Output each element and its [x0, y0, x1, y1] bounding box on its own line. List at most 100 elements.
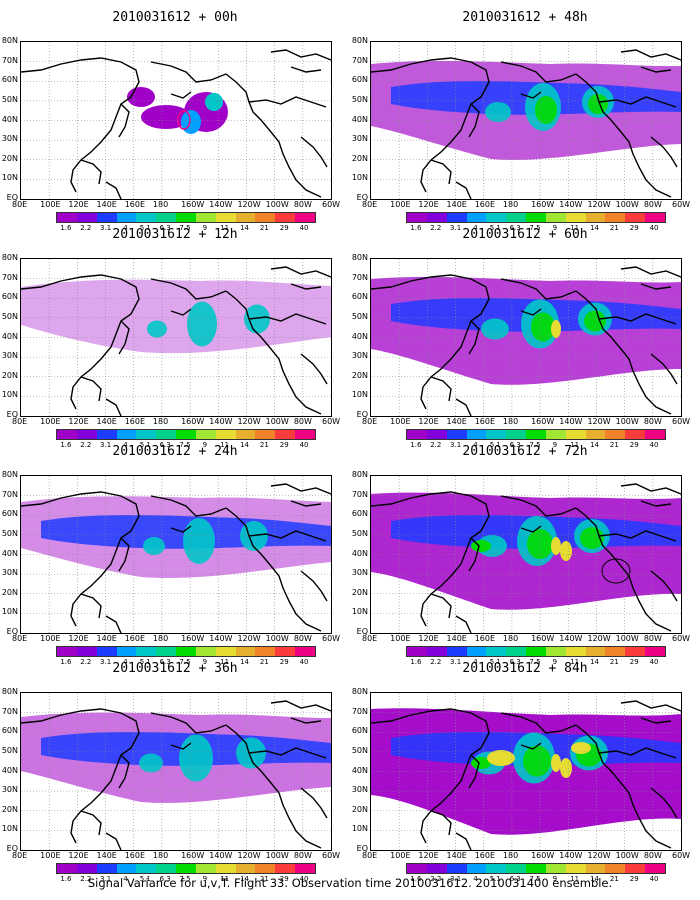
latitude-tick-label: 10N [1, 173, 18, 183]
colorbar-swatch [426, 213, 447, 222]
colorbar-swatch [585, 213, 606, 222]
colorbar-swatch [625, 430, 646, 439]
variance-contour-map [371, 259, 681, 416]
longitude-tick-label: 60W [672, 417, 691, 426]
latitude-tick-label: EQ [6, 844, 18, 853]
longitude-tick-label: 100W [265, 851, 289, 860]
colorbar-swatch [585, 430, 606, 439]
colorbar-swatch [545, 213, 566, 222]
longitude-tick-label: 80E [12, 634, 28, 643]
longitude-tick-label: 100E [40, 851, 61, 860]
colorbar-swatch [275, 213, 296, 222]
colorbar-swatch [466, 430, 487, 439]
colorbar-label: 29 [279, 224, 289, 232]
colorbar-swatch [116, 430, 137, 439]
latitude-tick-label: EQ [6, 193, 18, 202]
latitude-tick-label: EQ [356, 844, 368, 853]
longitude-tick-label: 100E [40, 417, 61, 426]
colorbar-label: 29 [629, 658, 639, 666]
latitude-tick-label: 10N [351, 607, 368, 617]
latitude-tick-label: 40N [351, 331, 368, 341]
latitude-tick-label: 40N [1, 114, 18, 124]
latitude-tick-label: 20N [1, 804, 18, 814]
colorbar-swatch [116, 864, 137, 873]
latitude-tick-label: 70N [1, 55, 18, 65]
longitude-tick-label: 160E [124, 634, 146, 643]
longitude-tick-label: 160E [474, 851, 496, 860]
colorbar-swatch [407, 864, 427, 873]
colorbar-label: 11 [570, 658, 580, 666]
longitude-tick-label: 100E [40, 634, 61, 643]
longitude-tick-label: 140E [96, 417, 117, 426]
colorbar-swatch [407, 647, 427, 656]
longitude-tick-label: 80E [362, 417, 378, 426]
colorbar-label: 14 [240, 875, 249, 883]
map-panel [370, 475, 682, 634]
latitude-tick-label: 80N [1, 36, 18, 45]
colorbar-label: 4 [123, 875, 128, 883]
latitude-tick-label: 60N [1, 509, 18, 519]
colorbar-swatch [605, 430, 626, 439]
colorbar-label: 21 [259, 875, 269, 883]
latitude-tick-label: 40N [1, 331, 18, 341]
colorbar-swatch [506, 647, 527, 656]
longitude-tick-label: 60W [322, 200, 341, 209]
colorbar-swatch [76, 430, 97, 439]
latitude-tick-label: 60N [351, 292, 368, 302]
colorbar-swatch [295, 647, 315, 656]
longitude-tick-label: 80E [362, 634, 378, 643]
colorbar-swatch [295, 864, 315, 873]
colorbar-label: 6.3 [159, 658, 171, 666]
colorbar-swatch [506, 213, 527, 222]
colorbar-label: 21 [609, 875, 619, 883]
colorbar-swatch [645, 430, 665, 439]
longitude-tick-label: 80W [293, 417, 312, 426]
longitude-tick-label: 100W [615, 634, 639, 643]
variance-contour-map [21, 42, 331, 199]
colorbar-label: 6.3 [159, 224, 171, 232]
longitude-tick-label: 120W [587, 200, 611, 209]
colorbar-swatch [526, 430, 546, 439]
longitude-tick-label: 140E [446, 851, 467, 860]
longitude-tick-label: 120E [418, 851, 439, 860]
colorbar-swatch [565, 864, 586, 873]
colorbar [56, 212, 316, 223]
longitude-tick-label: 160E [124, 851, 146, 860]
longitude-tick-label: 100W [615, 417, 639, 426]
latitude-tick-label: 80N [351, 687, 368, 696]
colorbar-swatch [446, 213, 467, 222]
variance-contour-map [21, 476, 331, 633]
colorbar-swatch [96, 213, 117, 222]
longitude-tick-label: 80W [643, 200, 662, 209]
colorbar [406, 646, 666, 657]
colorbar-label: 3.1 [450, 224, 462, 232]
longitude-tick-label: 160W [531, 851, 555, 860]
colorbar-swatch [506, 864, 527, 873]
latitude-tick-label: 60N [1, 292, 18, 302]
longitude-tick-label: 100E [390, 417, 411, 426]
colorbar-swatch [96, 430, 117, 439]
longitude-tick-label: 120E [68, 851, 89, 860]
colorbar-label: 14 [240, 224, 249, 232]
colorbar-label: 11 [220, 658, 230, 666]
colorbar-swatch [585, 647, 606, 656]
colorbar-label: 3.1 [450, 441, 462, 449]
colorbar-label: 5.1 [139, 224, 151, 232]
latitude-tick-label: 40N [1, 548, 18, 558]
colorbar-swatch [275, 864, 296, 873]
colorbar-label: 11 [220, 875, 230, 883]
latitude-tick-label: 70N [351, 706, 368, 716]
colorbar-swatch [176, 647, 196, 656]
colorbar-label: 40 [299, 875, 309, 883]
colorbar-label: 5.1 [489, 658, 501, 666]
latitude-tick-label: 80N [351, 253, 368, 262]
colorbar-label: 7.5 [529, 441, 541, 449]
map-panel [370, 258, 682, 417]
latitude-tick-label: 30N [351, 134, 368, 144]
colorbar-swatch [446, 647, 467, 656]
longitude-tick-label: 140W [559, 851, 583, 860]
longitude-tick-label: 100E [390, 634, 411, 643]
colorbar-swatch [176, 864, 196, 873]
panel-title: 2010031612 + 36h [112, 661, 238, 676]
longitude-tick-label: 80W [293, 851, 312, 860]
